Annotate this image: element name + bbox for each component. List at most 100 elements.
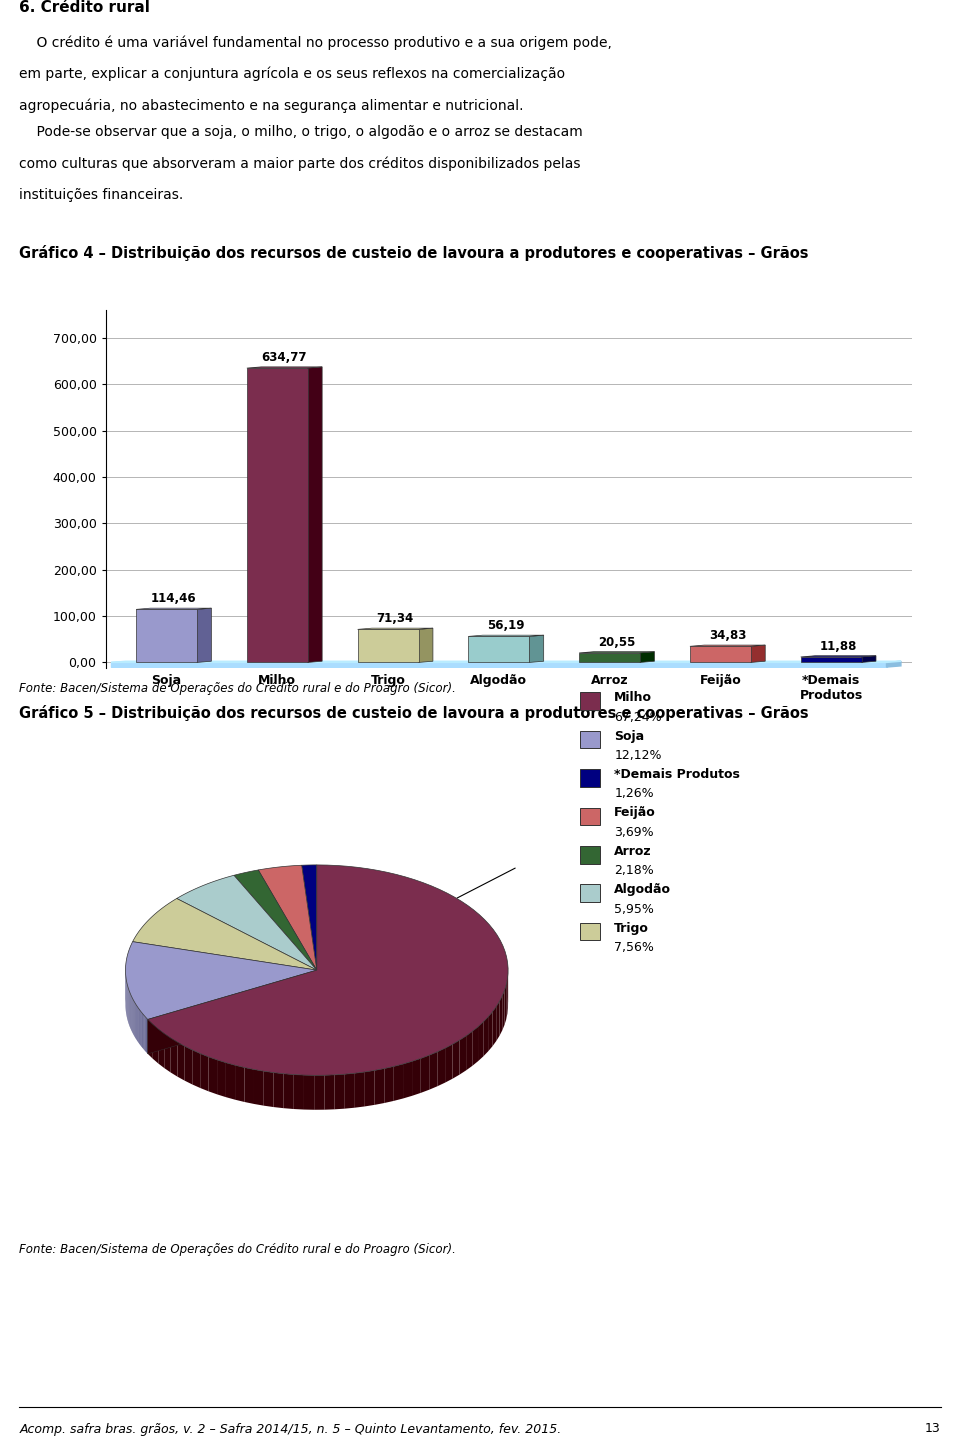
Polygon shape xyxy=(308,367,323,663)
Text: *Demais Produtos: *Demais Produtos xyxy=(614,768,740,781)
Text: 114,46: 114,46 xyxy=(151,592,197,605)
Text: 634,77: 634,77 xyxy=(262,351,307,364)
Bar xyxy=(580,693,600,710)
Polygon shape xyxy=(148,970,317,1054)
Text: Fonte: Bacen/Sistema de Operações do Crédito rural e do Proagro (Sicor).: Fonte: Bacen/Sistema de Operações do Cré… xyxy=(19,683,456,696)
Text: 1,26%: 1,26% xyxy=(614,787,654,800)
Polygon shape xyxy=(445,1044,452,1083)
Text: 20,55: 20,55 xyxy=(598,635,636,648)
Polygon shape xyxy=(234,869,317,970)
Polygon shape xyxy=(148,1019,153,1058)
Polygon shape xyxy=(177,875,317,970)
Text: Soja: Soja xyxy=(614,729,644,742)
Polygon shape xyxy=(294,1074,304,1109)
Polygon shape xyxy=(335,1074,345,1109)
Polygon shape xyxy=(492,1006,496,1047)
Polygon shape xyxy=(201,1054,208,1092)
Polygon shape xyxy=(301,865,317,970)
Bar xyxy=(580,770,600,787)
Polygon shape xyxy=(886,661,900,667)
Polygon shape xyxy=(499,996,502,1035)
Polygon shape xyxy=(345,1073,355,1109)
Polygon shape xyxy=(254,1070,264,1106)
Text: em parte, explicar a conjuntura agrícola e os seus reflexos na comercialização: em parte, explicar a conjuntura agrícola… xyxy=(19,66,565,81)
Polygon shape xyxy=(472,1027,478,1066)
Text: como culturas que absorveram a maior parte dos créditos disponibilizados pelas: como culturas que absorveram a maior par… xyxy=(19,156,581,170)
Polygon shape xyxy=(690,647,751,663)
Polygon shape xyxy=(178,1043,184,1080)
Polygon shape xyxy=(258,865,317,970)
Polygon shape xyxy=(412,1058,420,1096)
Polygon shape xyxy=(460,1035,467,1074)
Polygon shape xyxy=(483,1017,488,1057)
Polygon shape xyxy=(467,1031,472,1070)
Polygon shape xyxy=(283,1074,294,1109)
Polygon shape xyxy=(192,1050,201,1087)
Text: 34,83: 34,83 xyxy=(708,630,746,643)
Polygon shape xyxy=(184,1047,192,1084)
Polygon shape xyxy=(235,1066,245,1102)
Polygon shape xyxy=(420,1056,429,1093)
Polygon shape xyxy=(579,653,640,663)
Polygon shape xyxy=(394,1064,403,1100)
Polygon shape xyxy=(148,865,508,1076)
Text: Algodão: Algodão xyxy=(614,884,671,897)
Polygon shape xyxy=(148,970,317,1054)
Text: 2,18%: 2,18% xyxy=(614,864,654,877)
Text: 3,69%: 3,69% xyxy=(614,826,654,839)
Text: O crédito é uma variável fundamental no processo produtivo e a sua origem pode,: O crédito é uma variável fundamental no … xyxy=(19,35,612,49)
Polygon shape xyxy=(468,637,529,663)
Text: 7,56%: 7,56% xyxy=(614,941,654,954)
Polygon shape xyxy=(324,1074,335,1109)
Polygon shape xyxy=(429,1051,438,1090)
Polygon shape xyxy=(529,635,543,663)
Polygon shape xyxy=(496,1001,499,1041)
Text: Fonte: Bacen/Sistema de Operações do Crédito rural e do Proagro (Sicor).: Fonte: Bacen/Sistema de Operações do Cré… xyxy=(19,1242,456,1255)
Polygon shape xyxy=(374,1069,384,1105)
Polygon shape xyxy=(384,1067,394,1103)
Polygon shape xyxy=(862,656,876,663)
Polygon shape xyxy=(245,1067,254,1105)
Text: 6. Crédito rural: 6. Crédito rural xyxy=(19,0,150,14)
Polygon shape xyxy=(153,1024,158,1063)
Text: Gráfico 4 – Distribuição dos recursos de custeio de lavoura a produtores e coope: Gráfico 4 – Distribuição dos recursos de… xyxy=(19,245,808,261)
Text: Milho: Milho xyxy=(614,692,652,705)
Polygon shape xyxy=(132,898,317,970)
Polygon shape xyxy=(217,1060,226,1097)
Polygon shape xyxy=(264,1071,274,1108)
Polygon shape xyxy=(164,1034,171,1073)
Polygon shape xyxy=(452,1040,460,1079)
Text: instituições financeiras.: instituições financeiras. xyxy=(19,188,183,202)
Polygon shape xyxy=(505,985,506,1025)
Text: Gráfico 5 – Distribuição dos recursos de custeio de lavoura a produtores e coope: Gráfico 5 – Distribuição dos recursos de… xyxy=(19,705,809,721)
Polygon shape xyxy=(438,1048,445,1086)
Text: 12,12%: 12,12% xyxy=(614,749,661,762)
Polygon shape xyxy=(314,1076,324,1110)
Polygon shape xyxy=(640,651,655,663)
Text: 56,19: 56,19 xyxy=(488,619,525,632)
Polygon shape xyxy=(208,1057,217,1095)
Text: Acomp. safra bras. grãos, v. 2 – Safra 2014/15, n. 5 – Quinto Levantamento, fev.: Acomp. safra bras. grãos, v. 2 – Safra 2… xyxy=(19,1422,562,1435)
Text: Pode-se observar que a soja, o milho, o trigo, o algodão e o arroz se destacam: Pode-se observar que a soja, o milho, o … xyxy=(19,124,583,139)
Polygon shape xyxy=(126,941,317,1019)
Bar xyxy=(580,731,600,748)
Text: 13: 13 xyxy=(925,1422,941,1435)
Polygon shape xyxy=(751,645,765,663)
Polygon shape xyxy=(304,1076,314,1110)
Polygon shape xyxy=(502,991,505,1031)
Polygon shape xyxy=(506,979,508,1019)
Polygon shape xyxy=(488,1012,492,1051)
Bar xyxy=(580,807,600,826)
Polygon shape xyxy=(403,1061,412,1099)
Polygon shape xyxy=(274,1073,283,1108)
Polygon shape xyxy=(197,608,211,663)
Text: 71,34: 71,34 xyxy=(376,612,414,625)
Polygon shape xyxy=(136,609,197,663)
Polygon shape xyxy=(365,1070,374,1106)
Polygon shape xyxy=(158,1030,164,1069)
Polygon shape xyxy=(357,630,419,663)
Text: 11,88: 11,88 xyxy=(820,640,857,653)
Polygon shape xyxy=(111,663,886,667)
Text: 67,24%: 67,24% xyxy=(614,710,662,723)
Bar xyxy=(580,885,600,902)
